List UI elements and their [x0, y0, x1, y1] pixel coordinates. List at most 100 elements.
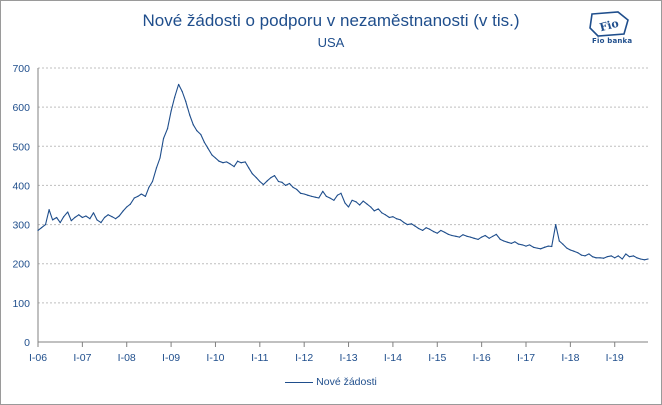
data-point: [273, 175, 276, 177]
data-point: [436, 232, 438, 234]
data-point: [56, 216, 58, 219]
data-point: [192, 124, 194, 126]
data-point: [244, 161, 246, 163]
data-point: [40, 227, 43, 229]
data-point: [373, 210, 375, 212]
data-point: [506, 241, 508, 243]
data-point: [181, 90, 183, 93]
data-point: [288, 182, 291, 185]
data-point: [111, 216, 113, 218]
x-tick-label: I-15: [428, 352, 446, 364]
x-tick-label: I-18: [561, 352, 579, 364]
data-point: [466, 235, 468, 237]
data-point: [384, 214, 386, 216]
data-point: [255, 177, 257, 179]
data-point: [148, 186, 150, 188]
data-point: [118, 215, 120, 217]
legend: Nové žádosti: [0, 376, 662, 388]
data-point: [203, 141, 205, 143]
y-tick-label: 600: [12, 102, 30, 114]
fio-logo-icon: Fio: [589, 11, 629, 37]
data-point: [166, 128, 169, 130]
data-point: [151, 180, 154, 183]
data-point: [333, 199, 335, 201]
data-point: [617, 255, 619, 257]
data-point: [540, 248, 542, 250]
data-point: [621, 258, 623, 260]
x-tick-label: I-19: [606, 352, 624, 364]
data-point: [588, 253, 590, 255]
data-point: [67, 211, 69, 213]
data-point: [115, 218, 117, 220]
data-point: [614, 257, 616, 259]
data-point: [495, 233, 497, 235]
data-point: [63, 216, 65, 218]
data-point: [573, 250, 575, 252]
data-point: [48, 209, 50, 211]
data-point: [455, 235, 457, 237]
data-point: [591, 256, 594, 258]
x-tick-label: I-14: [384, 352, 402, 364]
data-point: [214, 157, 217, 159]
data-point: [85, 215, 87, 217]
y-tick-label: 200: [12, 259, 30, 271]
data-point: [433, 231, 435, 233]
data-point: [632, 255, 634, 257]
data-point: [248, 167, 250, 169]
data-point: [469, 236, 472, 238]
data-point: [211, 154, 213, 156]
data-point: [347, 206, 350, 208]
data-point: [207, 147, 209, 149]
data-point: [103, 216, 106, 219]
x-tick-label: I-06: [29, 352, 47, 364]
data-point: [532, 246, 535, 248]
data-point: [603, 257, 605, 259]
data-point: [606, 256, 608, 258]
x-tick-label: I-08: [118, 352, 136, 364]
data-point: [344, 202, 346, 204]
data-point: [170, 110, 172, 112]
data-point: [129, 203, 131, 205]
data-point: [429, 228, 431, 230]
data-point: [492, 235, 494, 237]
data-point: [517, 243, 520, 245]
data-point: [314, 196, 316, 198]
fio-logo-mark: Fio: [598, 17, 620, 35]
data-point: [406, 223, 409, 226]
y-tick-label: 300: [12, 220, 30, 232]
data-point: [418, 227, 420, 230]
data-point: [126, 206, 128, 208]
data-point: [555, 223, 557, 226]
data-point: [595, 257, 597, 259]
data-point: [311, 195, 313, 197]
data-point: [292, 186, 294, 188]
data-point: [52, 219, 54, 221]
data-point: [277, 180, 280, 183]
y-tick-label: 700: [12, 63, 30, 75]
data-point: [137, 195, 139, 197]
data-point: [647, 258, 649, 260]
data-point: [422, 229, 424, 232]
data-point: [447, 233, 449, 235]
data-point: [580, 254, 583, 256]
data-point: [370, 206, 372, 208]
legend-label: Nové žádosti: [316, 376, 377, 388]
data-point: [547, 245, 549, 247]
data-point: [558, 240, 560, 242]
data-point: [410, 223, 413, 225]
data-point: [503, 240, 505, 242]
data-point: [340, 192, 342, 194]
y-tick-label: 500: [12, 141, 30, 153]
data-point: [639, 258, 642, 260]
data-point: [643, 259, 646, 261]
data-point: [307, 194, 309, 196]
data-point: [444, 231, 446, 233]
data-point: [414, 225, 416, 227]
data-point: [610, 255, 612, 257]
data-point: [233, 166, 235, 168]
data-point: [462, 234, 464, 236]
data-point: [366, 203, 368, 205]
data-point: [178, 83, 180, 86]
data-point: [599, 257, 601, 259]
